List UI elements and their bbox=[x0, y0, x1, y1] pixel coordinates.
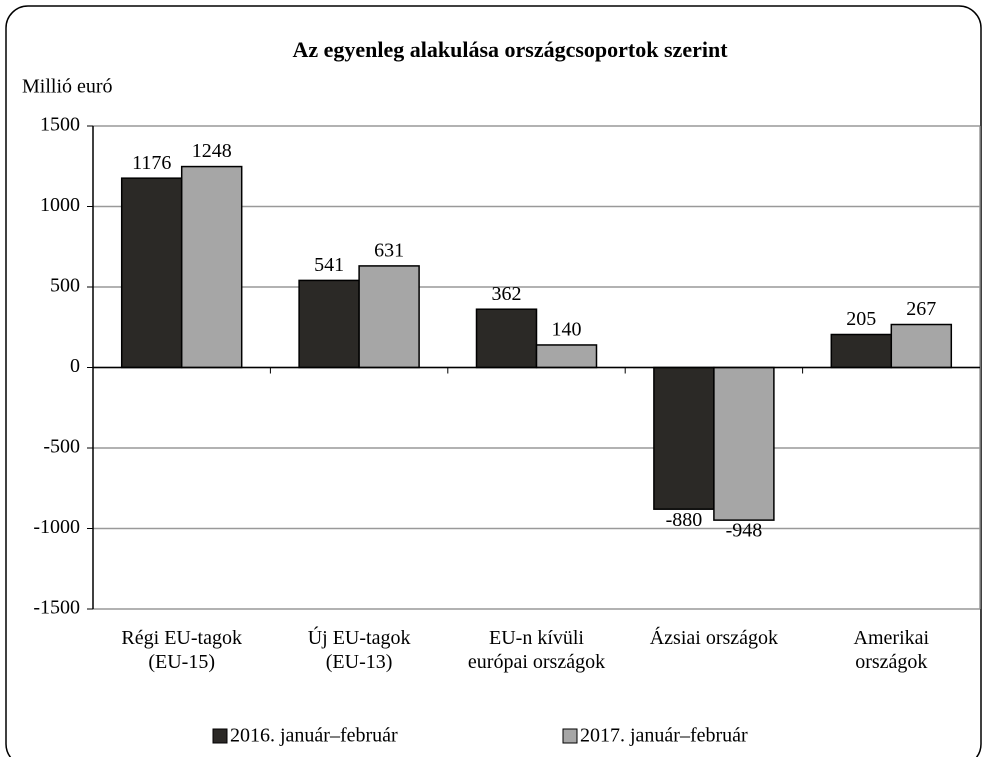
bar bbox=[180, 165, 243, 369]
bar bbox=[475, 308, 538, 369]
data-label: 205 bbox=[846, 308, 876, 330]
data-label: 631 bbox=[374, 240, 404, 262]
data-label: -880 bbox=[666, 509, 703, 531]
bar bbox=[120, 177, 183, 369]
bar bbox=[890, 323, 953, 369]
bar bbox=[358, 265, 420, 369]
legend-swatch bbox=[562, 728, 578, 744]
data-label: 362 bbox=[492, 283, 522, 305]
legend-label: 2017. január–február bbox=[580, 725, 748, 747]
legend-label: 2016. január–február bbox=[230, 725, 398, 747]
y-tick-label: 0 bbox=[70, 355, 80, 377]
y-tick-label: 1000 bbox=[40, 194, 80, 216]
data-label: 267 bbox=[906, 298, 936, 320]
data-label: 541 bbox=[314, 254, 344, 276]
bar bbox=[653, 366, 715, 510]
data-label: 1248 bbox=[192, 140, 232, 162]
y-axis-label: Millió euró bbox=[22, 76, 113, 98]
x-tick-label: Amerikai országok bbox=[853, 627, 930, 673]
y-tick-label: 500 bbox=[50, 275, 80, 297]
y-tick-label: -1500 bbox=[33, 597, 80, 619]
y-tick-label: 1500 bbox=[40, 114, 80, 136]
x-tick-label: Régi EU-tagok (EU-15) bbox=[121, 627, 242, 673]
x-tick-label: EU-n kívüli európai országok bbox=[467, 627, 606, 673]
bar bbox=[298, 279, 360, 369]
bar bbox=[830, 333, 893, 369]
y-tick-label: -1000 bbox=[33, 516, 80, 538]
data-label: 140 bbox=[552, 319, 582, 341]
bar bbox=[713, 366, 775, 521]
data-label: 1176 bbox=[132, 152, 171, 174]
y-tick-label: -500 bbox=[43, 436, 80, 458]
data-label: -948 bbox=[726, 520, 763, 542]
chart-title: Az egyenleg alakulása országcsoportok sz… bbox=[292, 37, 728, 62]
bar bbox=[535, 344, 598, 369]
legend-swatch bbox=[212, 728, 228, 744]
x-tick-label: Új EU-tagok (EU-13) bbox=[307, 627, 411, 673]
x-tick-label: Ázsiai országok bbox=[649, 627, 779, 649]
frame bbox=[5, 5, 982, 757]
